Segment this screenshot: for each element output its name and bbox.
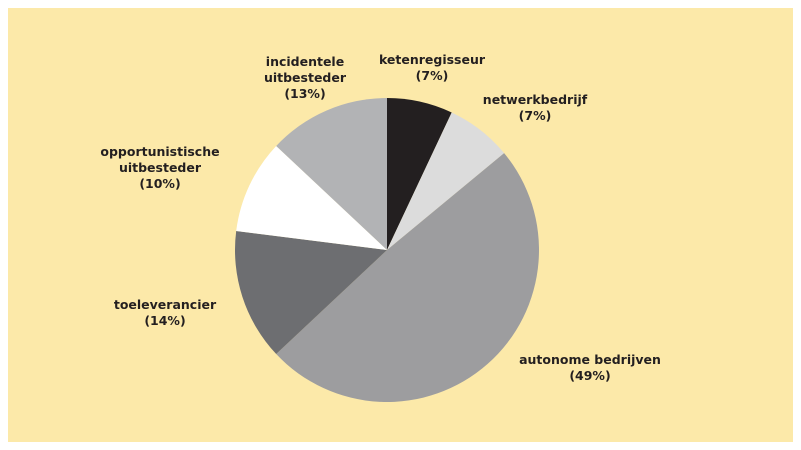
value-label: (49%): [569, 368, 611, 383]
pie-slice: [387, 98, 452, 250]
pie-slice: [236, 145, 387, 250]
slice-label: netwerkbedrijf (7%): [475, 92, 595, 124]
category-label: ketenregisseur: [378, 52, 486, 67]
category-label: netwerkbedrijf: [482, 92, 588, 107]
chart-background: ketenregisseur (7%) netwerkbedrijf (7%) auto…: [8, 8, 793, 442]
slice-label: incidentele uitbesteder (13%): [255, 54, 355, 102]
value-label: (10%): [139, 176, 181, 191]
category-label: opportunistische uitbesteder: [100, 144, 220, 175]
value-label: (7%): [518, 108, 552, 123]
slice-label: autonome bedrijven (49%): [490, 352, 690, 384]
value-label: (7%): [415, 68, 449, 83]
pie-slice: [276, 153, 539, 402]
category-label: incidentele uitbesteder: [263, 54, 347, 85]
chart: [234, 98, 539, 402]
slice-label: toeleverancier (14%): [105, 297, 225, 329]
pie-slice: [234, 230, 387, 355]
value-label: (14%): [144, 313, 186, 328]
slice-label: opportunistische uitbesteder (10%): [95, 144, 225, 192]
category-label: toeleverancier: [113, 297, 217, 312]
pie-slice: [387, 112, 505, 251]
value-label: (13%): [284, 86, 326, 101]
slice-label: ketenregisseur (7%): [372, 52, 492, 84]
category-label: autonome bedrijven: [519, 352, 661, 367]
pie-slice: [276, 98, 387, 250]
